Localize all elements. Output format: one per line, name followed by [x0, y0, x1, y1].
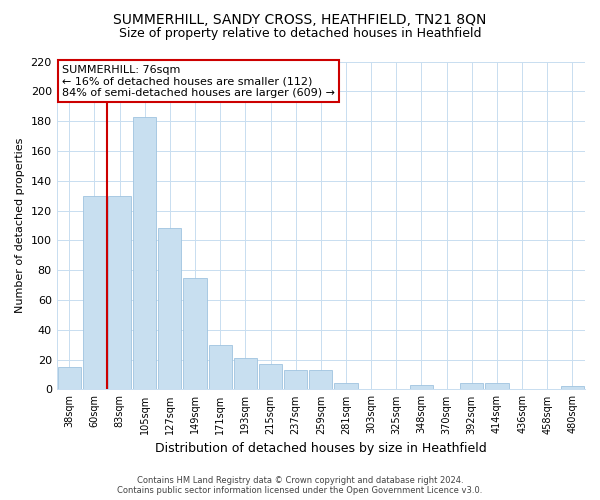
Bar	[485, 384, 509, 390]
Bar	[108, 196, 131, 390]
Bar	[58, 367, 81, 390]
Text: SUMMERHILL, SANDY CROSS, HEATHFIELD, TN21 8QN: SUMMERHILL, SANDY CROSS, HEATHFIELD, TN2…	[113, 12, 487, 26]
Bar	[209, 344, 232, 390]
Bar	[234, 358, 257, 390]
Bar	[133, 116, 156, 390]
Bar	[334, 384, 358, 390]
Bar	[309, 370, 332, 390]
Bar	[410, 385, 433, 390]
Bar	[83, 196, 106, 390]
Bar	[259, 364, 282, 390]
Bar	[184, 278, 206, 390]
Text: SUMMERHILL: 76sqm
← 16% of detached houses are smaller (112)
84% of semi-detache: SUMMERHILL: 76sqm ← 16% of detached hous…	[62, 65, 335, 98]
Bar	[460, 384, 484, 390]
Bar	[561, 386, 584, 390]
X-axis label: Distribution of detached houses by size in Heathfield: Distribution of detached houses by size …	[155, 442, 487, 455]
Bar	[158, 228, 181, 390]
Text: Contains HM Land Registry data © Crown copyright and database right 2024.
Contai: Contains HM Land Registry data © Crown c…	[118, 476, 482, 495]
Bar	[284, 370, 307, 390]
Y-axis label: Number of detached properties: Number of detached properties	[15, 138, 25, 313]
Text: Size of property relative to detached houses in Heathfield: Size of property relative to detached ho…	[119, 28, 481, 40]
